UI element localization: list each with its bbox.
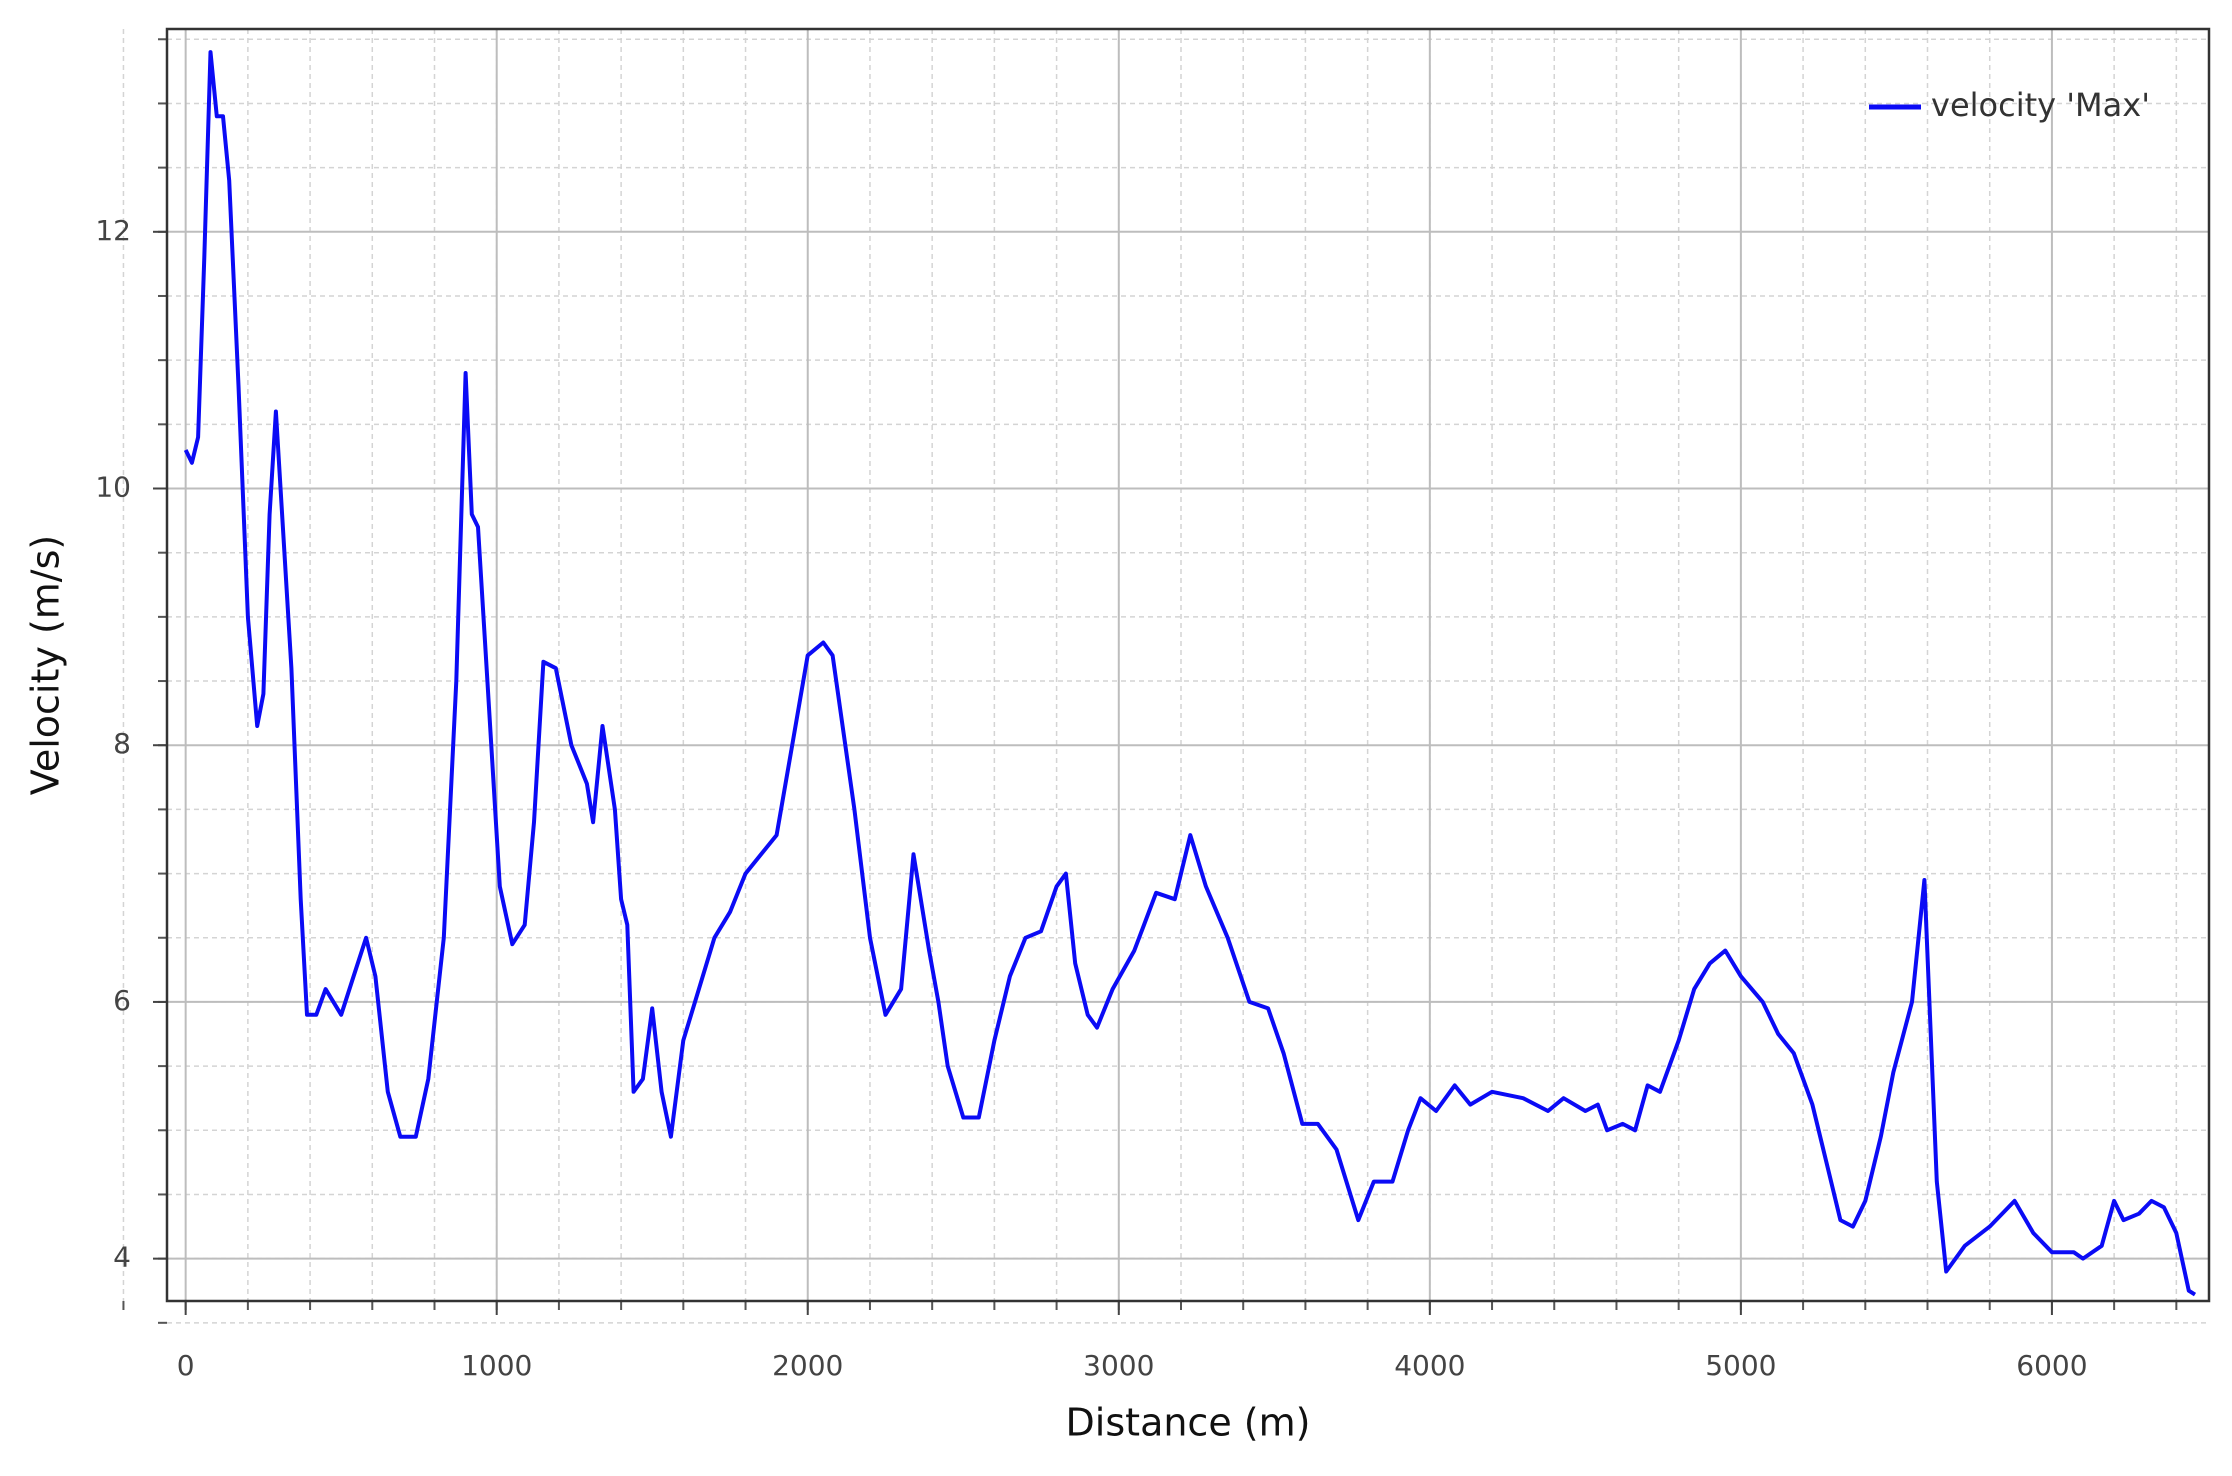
y-axis-label: Velocity (m/s) bbox=[24, 535, 68, 795]
legend-label: velocity 'Max' bbox=[1931, 86, 2150, 124]
y-tick-label: 6 bbox=[113, 984, 131, 1017]
x-tick-label: 6000 bbox=[2016, 1349, 2087, 1382]
x-tick-label: 5000 bbox=[1705, 1349, 1776, 1382]
x-axis-label: Distance (m) bbox=[1066, 1401, 1311, 1445]
plot-frame bbox=[165, 27, 2211, 1303]
y-tick-label: 4 bbox=[113, 1241, 131, 1274]
x-tick-label: 3000 bbox=[1083, 1349, 1154, 1382]
x-tick-label: 1000 bbox=[461, 1349, 532, 1382]
x-tick-label: 2000 bbox=[772, 1349, 843, 1382]
y-tick-label: 12 bbox=[95, 214, 131, 247]
y-tick-label: 10 bbox=[95, 471, 131, 504]
data-line bbox=[183, 50, 2197, 1297]
x-tick-label: 0 bbox=[177, 1349, 195, 1382]
y-tick-label: 8 bbox=[113, 727, 131, 760]
x-tick-label: 4000 bbox=[1394, 1349, 1465, 1382]
